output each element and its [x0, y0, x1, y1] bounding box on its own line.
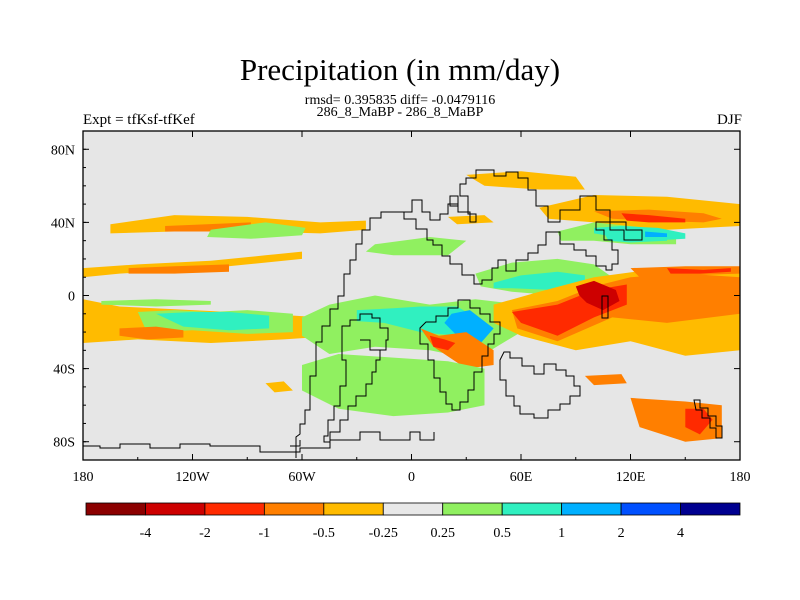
continent-outline [83, 169, 723, 458]
x-tick-label: 60W [288, 470, 316, 485]
colorbar-label: 2 [618, 526, 625, 541]
colorbar-label: -0.25 [369, 526, 398, 541]
contour-region [685, 408, 713, 435]
colorbar-swatch [442, 502, 503, 516]
chart-title: Precipitation (in mm/day) [239, 52, 561, 87]
colorbar-label: -0.5 [313, 526, 335, 541]
experiment-label: Expt = tfKsf-tfKef [83, 112, 195, 128]
season-label: DJF [716, 112, 742, 128]
y-tick-label: 80N [51, 143, 75, 158]
colorbar-swatch [382, 502, 444, 516]
colorbar-swatch [85, 502, 146, 516]
x-axis: 180 120W 60W 0 60E 120E 180 [73, 131, 751, 485]
contour-region [448, 215, 494, 225]
contour-region [207, 222, 306, 239]
contour-region [645, 231, 667, 237]
contour-region [101, 299, 211, 307]
colorbar-swatch [204, 502, 265, 516]
x-tick-label: 60E [510, 470, 533, 485]
y-tick-label: 40S [53, 363, 75, 378]
colorbar-label: -4 [140, 526, 152, 541]
contour-region [575, 280, 620, 311]
y-axis: 80N 40N 0 40S 80S [51, 130, 740, 461]
x-tick-label: 180 [73, 470, 94, 485]
contour-region [493, 271, 585, 290]
colorbar-label: 1 [558, 526, 565, 541]
contour-region [429, 335, 456, 351]
x-tick-label: 0 [408, 470, 415, 485]
contour-region [302, 354, 485, 417]
colorbar-label: -2 [199, 526, 211, 541]
contour-region [584, 374, 627, 386]
colorbar-swatch [145, 502, 206, 516]
contour-region [119, 326, 184, 340]
colorbar-label: 4 [677, 526, 684, 541]
colorbar-swatch [263, 502, 325, 516]
colorbar-swatch [561, 502, 622, 516]
x-tick-label: 120W [175, 470, 210, 485]
stats-label: rmsd= 0.395835 diff= -0.0479116 [304, 93, 496, 108]
x-tick-label: 180 [730, 470, 751, 485]
colorbar-label: 0.25 [430, 526, 455, 541]
contour-region [365, 237, 467, 256]
x-tick-label: 120E [616, 470, 646, 485]
contour-region [128, 264, 229, 274]
contour-region [356, 306, 476, 336]
colorbar-swatch [620, 502, 681, 516]
colorbar: -4 -2 -1 -0.5 -0.25 0.25 0.5 1 2 4 [85, 502, 741, 541]
center-label: 286_8_MaBP - 286_8_MaBP [316, 105, 484, 120]
colorbar-swatch [680, 502, 741, 516]
y-tick-label: 0 [68, 290, 75, 305]
colorbar-swatch [501, 502, 563, 516]
contour-region [621, 213, 686, 223]
contour-region [667, 268, 731, 274]
contour-region [265, 381, 293, 393]
colorbar-label: -1 [259, 526, 271, 541]
contour-region [156, 312, 270, 331]
colorbar-label: 0.5 [493, 526, 511, 541]
colorbar-swatch [323, 502, 384, 516]
y-tick-label: 40N [51, 216, 75, 231]
y-tick-label: 80S [53, 436, 75, 451]
